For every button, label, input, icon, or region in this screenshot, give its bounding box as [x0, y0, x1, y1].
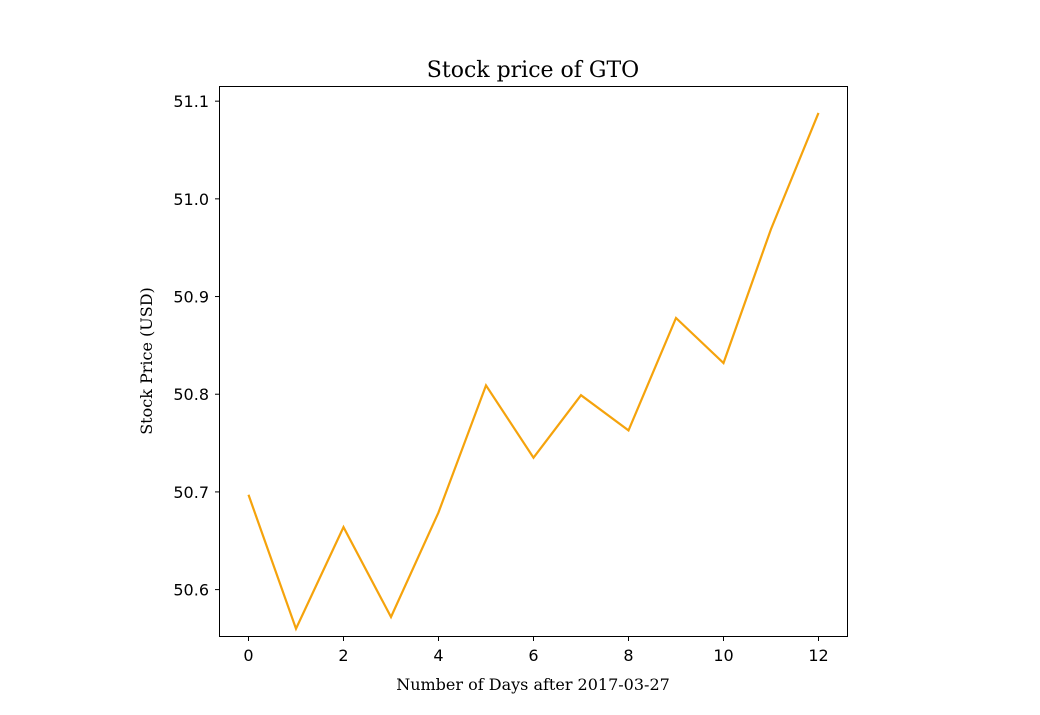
- x-tick-label: 6: [528, 646, 538, 665]
- y-tick-label: 51.1: [173, 92, 209, 111]
- x-tick-label: 4: [433, 646, 443, 665]
- x-tick-label: 2: [338, 646, 348, 665]
- x-axis-ticks: 0 2 4 6 8 10 12: [243, 636, 829, 665]
- x-tick-label: 12: [808, 646, 828, 665]
- x-axis-label: Number of Days after 2017-03-27: [396, 675, 670, 694]
- y-tick-label: 50.6: [173, 581, 209, 600]
- y-tick-label: 50.7: [173, 483, 209, 502]
- x-tick-label: 10: [713, 646, 733, 665]
- x-tick-label: 8: [623, 646, 633, 665]
- y-tick-label: 51.0: [173, 190, 209, 209]
- series-layer: [247, 112, 820, 632]
- plot-area: [219, 86, 848, 637]
- chart-title: Stock price of GTO: [427, 58, 639, 83]
- y-axis-label: Stock Price (USD): [137, 287, 156, 435]
- series-line: [247, 112, 820, 632]
- y-tick-label: 50.8: [173, 385, 209, 404]
- y-tick-label: 50.9: [173, 288, 209, 307]
- y-axis-ticks: 50.6 50.7 50.8 50.9 51.0 51.1: [173, 92, 220, 600]
- x-tick-label: 0: [243, 646, 253, 665]
